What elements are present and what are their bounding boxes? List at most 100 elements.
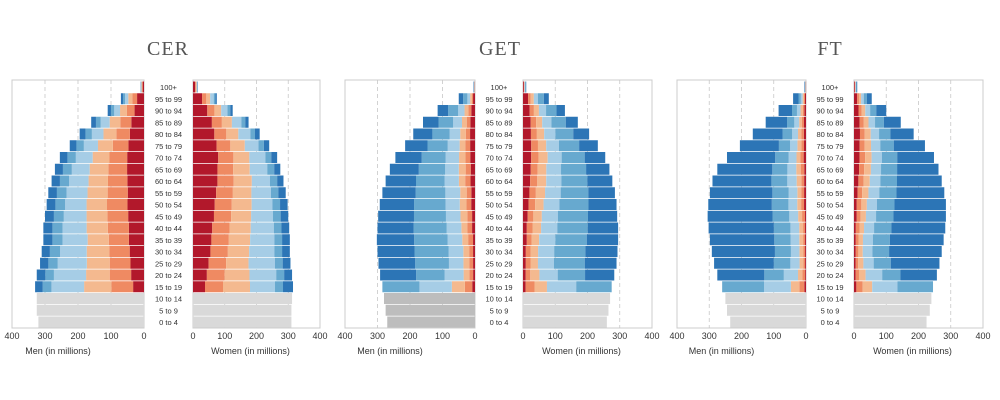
age-group-label: 5 to 9 [159, 306, 178, 315]
men-bar-segment [40, 257, 49, 269]
age-group-label: 70 to 74 [816, 154, 843, 163]
men-bar-segment [803, 128, 806, 140]
women-bar-segment [556, 105, 565, 116]
age-group-label: 75 to 79 [485, 142, 512, 151]
women-bar-segment [265, 152, 272, 163]
women-x-tick-label: 200 [249, 331, 264, 341]
men-bar-segment [796, 175, 802, 187]
age-group-label: 0 to 4 [490, 318, 509, 327]
men-bar-segment [803, 257, 806, 269]
men-bar-segment [378, 210, 414, 222]
age-group-label: 80 to 84 [155, 130, 182, 139]
men-bar-segment [772, 163, 788, 175]
age-group-label: 65 to 69 [155, 165, 182, 174]
men-bar-segment [415, 257, 449, 269]
men-bar-segment [128, 222, 144, 234]
women-bar-segment [258, 140, 264, 152]
women-bar-segment [282, 234, 290, 246]
men-bar-segment [466, 187, 472, 199]
age-group-label: 30 to 34 [816, 248, 843, 257]
women-bar-segment [538, 246, 555, 257]
women-bar-segment [193, 257, 209, 269]
women-bar-segment [249, 163, 268, 175]
women-bar-segment [555, 234, 587, 246]
women-bar-segment [584, 152, 606, 163]
women-bar-segment [226, 257, 249, 269]
women-bar-segment [267, 163, 275, 175]
men-bar-segment [100, 116, 110, 128]
women-bar-segment [523, 304, 609, 316]
women-bar-segment [530, 269, 540, 281]
women-bar-segment [865, 269, 883, 281]
women-bar-segment [539, 269, 558, 281]
men-bar-segment [463, 269, 470, 281]
men-bar-segment [796, 163, 801, 175]
women-bar-segment [864, 140, 872, 152]
men-bar-segment [467, 222, 473, 234]
women-bar-segment [547, 152, 562, 163]
women-bar-segment [854, 199, 857, 210]
men-bar-segment [126, 105, 135, 116]
men-bar-segment [87, 234, 109, 246]
men-bar-segment [465, 152, 471, 163]
men-bar-segment [448, 257, 464, 269]
age-group-label: 35 to 39 [816, 236, 843, 245]
age-group-label: 95 to 99 [485, 95, 512, 104]
men-bar-segment [774, 234, 791, 246]
women-bar-segment [523, 210, 528, 222]
women-x-tick-label: 0 [851, 331, 856, 341]
women-bar-segment [579, 140, 598, 152]
women-bar-segment [557, 210, 588, 222]
men-bar-segment [382, 281, 420, 293]
women-bar-segment [584, 257, 617, 269]
men-bar-segment [470, 93, 472, 105]
women-bar-segment [854, 105, 859, 116]
men-bar-segment [128, 140, 144, 152]
men-bar-segment [116, 128, 130, 140]
men-bar-segment [69, 175, 89, 187]
women-bar-segment [543, 199, 560, 210]
men-bar-segment [717, 269, 765, 281]
women-bar-segment [900, 269, 937, 281]
women-bar-segment [538, 152, 548, 163]
women-bar-segment [856, 81, 857, 93]
women-bar-segment [856, 210, 861, 222]
women-bar-segment [229, 222, 251, 234]
women-bar-segment [232, 187, 252, 199]
women-bar-segment [282, 246, 290, 257]
women-bar-segment [193, 163, 218, 175]
age-group-label: 45 to 49 [485, 212, 512, 221]
men-bar-segment [69, 140, 77, 152]
men-bar-segment [709, 234, 775, 246]
women-x-tick-label: 400 [312, 331, 327, 341]
women-bar-segment [228, 234, 251, 246]
men-bar-segment [87, 187, 108, 199]
women-bar-segment [546, 281, 577, 293]
women-bar-segment [872, 246, 890, 257]
women-bar-segment [231, 116, 242, 128]
women-bar-segment [554, 246, 586, 257]
women-bar-segment [859, 116, 864, 128]
men-bar-segment [62, 222, 87, 234]
men-bar-segment [790, 234, 800, 246]
women-bar-segment [281, 222, 290, 234]
men-bar-segment [405, 140, 428, 152]
men-bar-segment [458, 163, 466, 175]
women-bar-segment [227, 246, 250, 257]
women-bar-segment [854, 316, 927, 328]
men-bar-segment [459, 140, 466, 152]
men-bar-segment [726, 304, 806, 316]
men-bar-segment [802, 93, 804, 105]
men-bar-segment [43, 222, 53, 234]
men-bar-segment [773, 257, 791, 269]
age-group-label: 50 to 54 [816, 201, 843, 210]
men-bar-segment [463, 93, 468, 105]
women-bar-segment [525, 81, 526, 93]
women-bar-segment [854, 140, 860, 152]
men-axis-label: Men (in millions) [689, 346, 755, 356]
age-group-label: 90 to 94 [485, 107, 512, 116]
women-bar-segment [211, 116, 222, 128]
men-bar-segment [84, 281, 112, 293]
men-bar-segment [772, 210, 790, 222]
